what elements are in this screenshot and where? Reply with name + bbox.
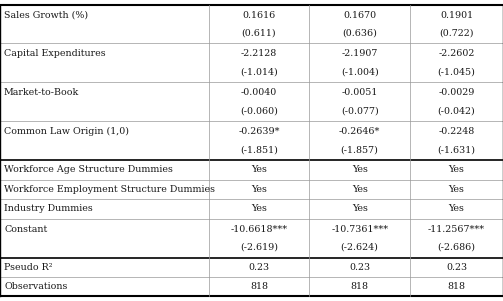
Text: 818: 818 [351, 282, 369, 291]
Text: (-1.851): (-1.851) [240, 145, 278, 154]
Text: 0.23: 0.23 [248, 263, 270, 272]
Text: Yes: Yes [352, 204, 368, 213]
Text: 818: 818 [250, 282, 268, 291]
Text: Sales Growth (%): Sales Growth (%) [4, 11, 88, 20]
Text: (0.722): (0.722) [439, 28, 474, 37]
Text: -10.7361***: -10.7361*** [331, 225, 388, 234]
Text: (-2.619): (-2.619) [240, 243, 278, 252]
Text: Yes: Yes [449, 204, 464, 213]
Text: Industry Dummies: Industry Dummies [4, 204, 93, 213]
Text: 0.23: 0.23 [349, 263, 370, 272]
Text: (-2.624): (-2.624) [341, 243, 379, 252]
Text: Yes: Yes [251, 166, 267, 175]
Text: -2.2128: -2.2128 [241, 49, 277, 58]
Text: Workforce Age Structure Dummies: Workforce Age Structure Dummies [4, 166, 173, 175]
Text: (-1.045): (-1.045) [438, 67, 475, 76]
Text: Yes: Yes [352, 185, 368, 194]
Text: -0.0029: -0.0029 [438, 88, 475, 98]
Text: 0.1670: 0.1670 [343, 11, 376, 20]
Text: Workforce Employment Structure Dummies: Workforce Employment Structure Dummies [4, 185, 215, 194]
Text: Constant: Constant [4, 225, 47, 234]
Text: -0.2646*: -0.2646* [339, 127, 380, 136]
Text: (-0.042): (-0.042) [438, 106, 475, 115]
Text: -2.2602: -2.2602 [438, 49, 475, 58]
Text: (-1.857): (-1.857) [341, 145, 379, 154]
Text: -0.2639*: -0.2639* [238, 127, 280, 136]
Text: -0.0040: -0.0040 [241, 88, 277, 98]
Text: 0.23: 0.23 [446, 263, 467, 272]
Text: (-2.686): (-2.686) [438, 243, 475, 252]
Text: 0.1616: 0.1616 [242, 11, 276, 20]
Text: Yes: Yes [449, 185, 464, 194]
Text: (0.611): (0.611) [242, 28, 276, 37]
Text: Market-to-Book: Market-to-Book [4, 88, 79, 98]
Text: Yes: Yes [251, 204, 267, 213]
Text: -11.2567***: -11.2567*** [428, 225, 485, 234]
Text: Yes: Yes [449, 166, 464, 175]
Text: Observations: Observations [4, 282, 67, 291]
Text: -0.0051: -0.0051 [342, 88, 378, 98]
Text: 0.1901: 0.1901 [440, 11, 473, 20]
Text: Yes: Yes [352, 166, 368, 175]
Text: (0.636): (0.636) [342, 28, 377, 37]
Text: (-0.077): (-0.077) [341, 106, 379, 115]
Text: (-1.631): (-1.631) [438, 145, 475, 154]
Text: (-1.014): (-1.014) [240, 67, 278, 76]
Text: Pseudo R²: Pseudo R² [4, 263, 52, 272]
Text: Yes: Yes [251, 185, 267, 194]
Text: (-1.004): (-1.004) [341, 67, 379, 76]
Text: -0.2248: -0.2248 [438, 127, 475, 136]
Text: -10.6618***: -10.6618*** [230, 225, 288, 234]
Text: Common Law Origin (1,0): Common Law Origin (1,0) [4, 127, 129, 136]
Text: Capital Expenditures: Capital Expenditures [4, 49, 106, 58]
Text: (-0.060): (-0.060) [240, 106, 278, 115]
Text: -2.1907: -2.1907 [342, 49, 378, 58]
Text: 818: 818 [448, 282, 465, 291]
